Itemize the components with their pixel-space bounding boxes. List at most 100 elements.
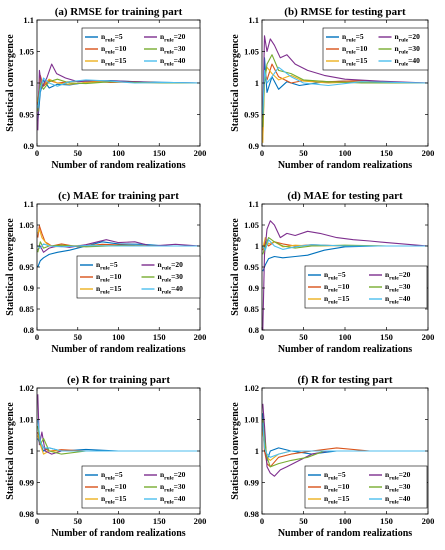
x-tick-label: 50 xyxy=(74,332,83,342)
x-tick-label: 0 xyxy=(35,516,39,526)
series-line-6 xyxy=(262,66,428,115)
series-group xyxy=(262,403,428,477)
y-tick-label: 0.9 xyxy=(23,141,34,151)
legend-label-3: nrule=15 xyxy=(342,56,368,68)
series-group xyxy=(37,394,200,455)
legend-label-2: nrule=10 xyxy=(342,44,368,56)
x-tick-label: 150 xyxy=(380,516,393,526)
legend-label-1: nrule=5 xyxy=(101,470,123,482)
y-axis-label: Statistical convergence xyxy=(230,218,241,316)
legend: nrule=5 nrule=20 nrule=10 nrule=30 nrule=15 n… xyxy=(304,265,428,309)
y-tick-label: 0.98 xyxy=(19,509,34,519)
series-line-2 xyxy=(262,425,428,468)
x-axis-label: Number of random realizations xyxy=(278,344,412,355)
legend-label-3: nrule=15 xyxy=(324,494,350,506)
y-tick-label: 1 xyxy=(255,241,259,251)
legend-box xyxy=(76,255,201,299)
y-tick-label: 0.85 xyxy=(244,304,259,314)
x-axis-label: Number of random realizations xyxy=(51,160,185,171)
series-line-6 xyxy=(262,422,428,458)
y-tick-label: 1.01 xyxy=(244,415,259,425)
chart-title: (b) RMSE for testing part xyxy=(284,6,406,18)
legend-label-3: nrule=15 xyxy=(101,494,127,506)
legend-label-4: nrule=20 xyxy=(158,260,184,272)
x-axis-label: Number of random realizations xyxy=(278,528,412,539)
y-axis-label: Statistical convergence xyxy=(230,34,241,132)
series-group xyxy=(262,220,428,330)
x-axis-label: Number of random realizations xyxy=(51,344,185,355)
x-tick-label: 50 xyxy=(299,332,308,342)
y-tick-label: 1.1 xyxy=(23,199,34,209)
x-tick-label: 0 xyxy=(260,148,264,158)
series-line-6 xyxy=(262,239,428,251)
series-line-5 xyxy=(262,54,428,128)
x-tick-label: 200 xyxy=(422,332,435,342)
legend-label-1: nrule=5 xyxy=(342,32,364,44)
x-tick-label: 150 xyxy=(380,148,393,158)
y-tick-label: 0.98 xyxy=(244,509,259,519)
x-tick-label: 0 xyxy=(35,332,39,342)
x-tick-label: 100 xyxy=(339,332,352,342)
x-tick-label: 200 xyxy=(422,148,435,158)
legend-label-6: nrule=40 xyxy=(160,56,186,68)
y-tick-label: 0.95 xyxy=(244,262,259,272)
y-axis-label: Statistical convergence xyxy=(230,402,241,500)
x-tick-label: 200 xyxy=(194,516,207,526)
series-line-6 xyxy=(37,243,200,249)
x-axis-label: Number of random realizations xyxy=(51,528,185,539)
legend-label-1: nrule=5 xyxy=(96,260,118,272)
x-tick-label: 100 xyxy=(112,148,125,158)
legend: nrule=5 nrule=20 nrule=10 nrule=30 nrule=15 n… xyxy=(304,465,428,509)
y-tick-label: 0.8 xyxy=(248,325,259,335)
y-tick-label: 0.95 xyxy=(244,110,259,120)
x-tick-label: 150 xyxy=(380,332,393,342)
legend-label-5: nrule=30 xyxy=(158,272,184,284)
x-tick-label: 50 xyxy=(74,148,83,158)
legend: nrule=5 nrule=20 nrule=10 nrule=30 nrule=15 n… xyxy=(76,255,201,299)
series-group xyxy=(37,225,200,268)
legend-label-4: nrule=20 xyxy=(385,270,411,282)
x-tick-label: 100 xyxy=(112,516,125,526)
x-tick-label: 150 xyxy=(153,516,166,526)
legend-box xyxy=(81,27,201,71)
legend-label-4: nrule=20 xyxy=(160,470,186,482)
x-tick-label: 50 xyxy=(299,148,308,158)
y-tick-label: 1 xyxy=(255,446,259,456)
y-tick-label: 0.9 xyxy=(248,141,259,151)
legend-label-5: nrule=30 xyxy=(385,482,411,494)
x-tick-label: 150 xyxy=(153,148,166,158)
y-axis-label: Statistical convergence xyxy=(5,402,16,500)
legend-label-2: nrule=10 xyxy=(101,482,127,494)
series-group xyxy=(37,63,200,131)
legend-label-5: nrule=30 xyxy=(160,482,186,494)
chart-panel-6: 0 50 100 150 200 0.98 0.99 1 1.01 1.02 (f) R for t… xyxy=(230,374,434,539)
legend-box xyxy=(81,465,201,509)
legend-label-3: nrule=15 xyxy=(96,284,122,296)
x-tick-label: 0 xyxy=(260,516,264,526)
x-tick-label: 50 xyxy=(299,516,308,526)
legend-box xyxy=(304,465,428,509)
legend-label-4: nrule=20 xyxy=(160,32,186,44)
chart-title: (f) R for testing part xyxy=(297,374,392,386)
y-tick-label: 0.95 xyxy=(19,110,34,120)
chart-panel-3: 0 50 100 150 200 0.8 0.85 0.9 0.95 1 1.05 1.1 (c) MA… xyxy=(5,190,206,355)
legend-label-3: nrule=15 xyxy=(101,56,127,68)
y-tick-label: 0.9 xyxy=(248,283,259,293)
legend-label-6: nrule=40 xyxy=(385,294,411,306)
y-tick-label: 0.8 xyxy=(23,325,34,335)
legend: nrule=5 nrule=20 nrule=10 nrule=30 nrule=15 n… xyxy=(322,27,429,71)
series-line-6 xyxy=(37,77,200,109)
legend-box xyxy=(304,265,428,309)
legend-label-1: nrule=5 xyxy=(101,32,123,44)
x-tick-label: 200 xyxy=(194,148,207,158)
x-tick-label: 100 xyxy=(112,332,125,342)
x-tick-label: 50 xyxy=(74,516,83,526)
chart-title: (e) R for training part xyxy=(67,374,170,386)
y-tick-label: 1 xyxy=(30,241,34,251)
chart-title: (d) MAE for testing part xyxy=(287,190,403,202)
legend-label-1: nrule=5 xyxy=(324,470,346,482)
legend-label-6: nrule=40 xyxy=(160,494,186,506)
legend-label-2: nrule=10 xyxy=(96,272,122,284)
y-tick-label: 1.1 xyxy=(248,15,259,25)
x-tick-label: 200 xyxy=(422,516,435,526)
